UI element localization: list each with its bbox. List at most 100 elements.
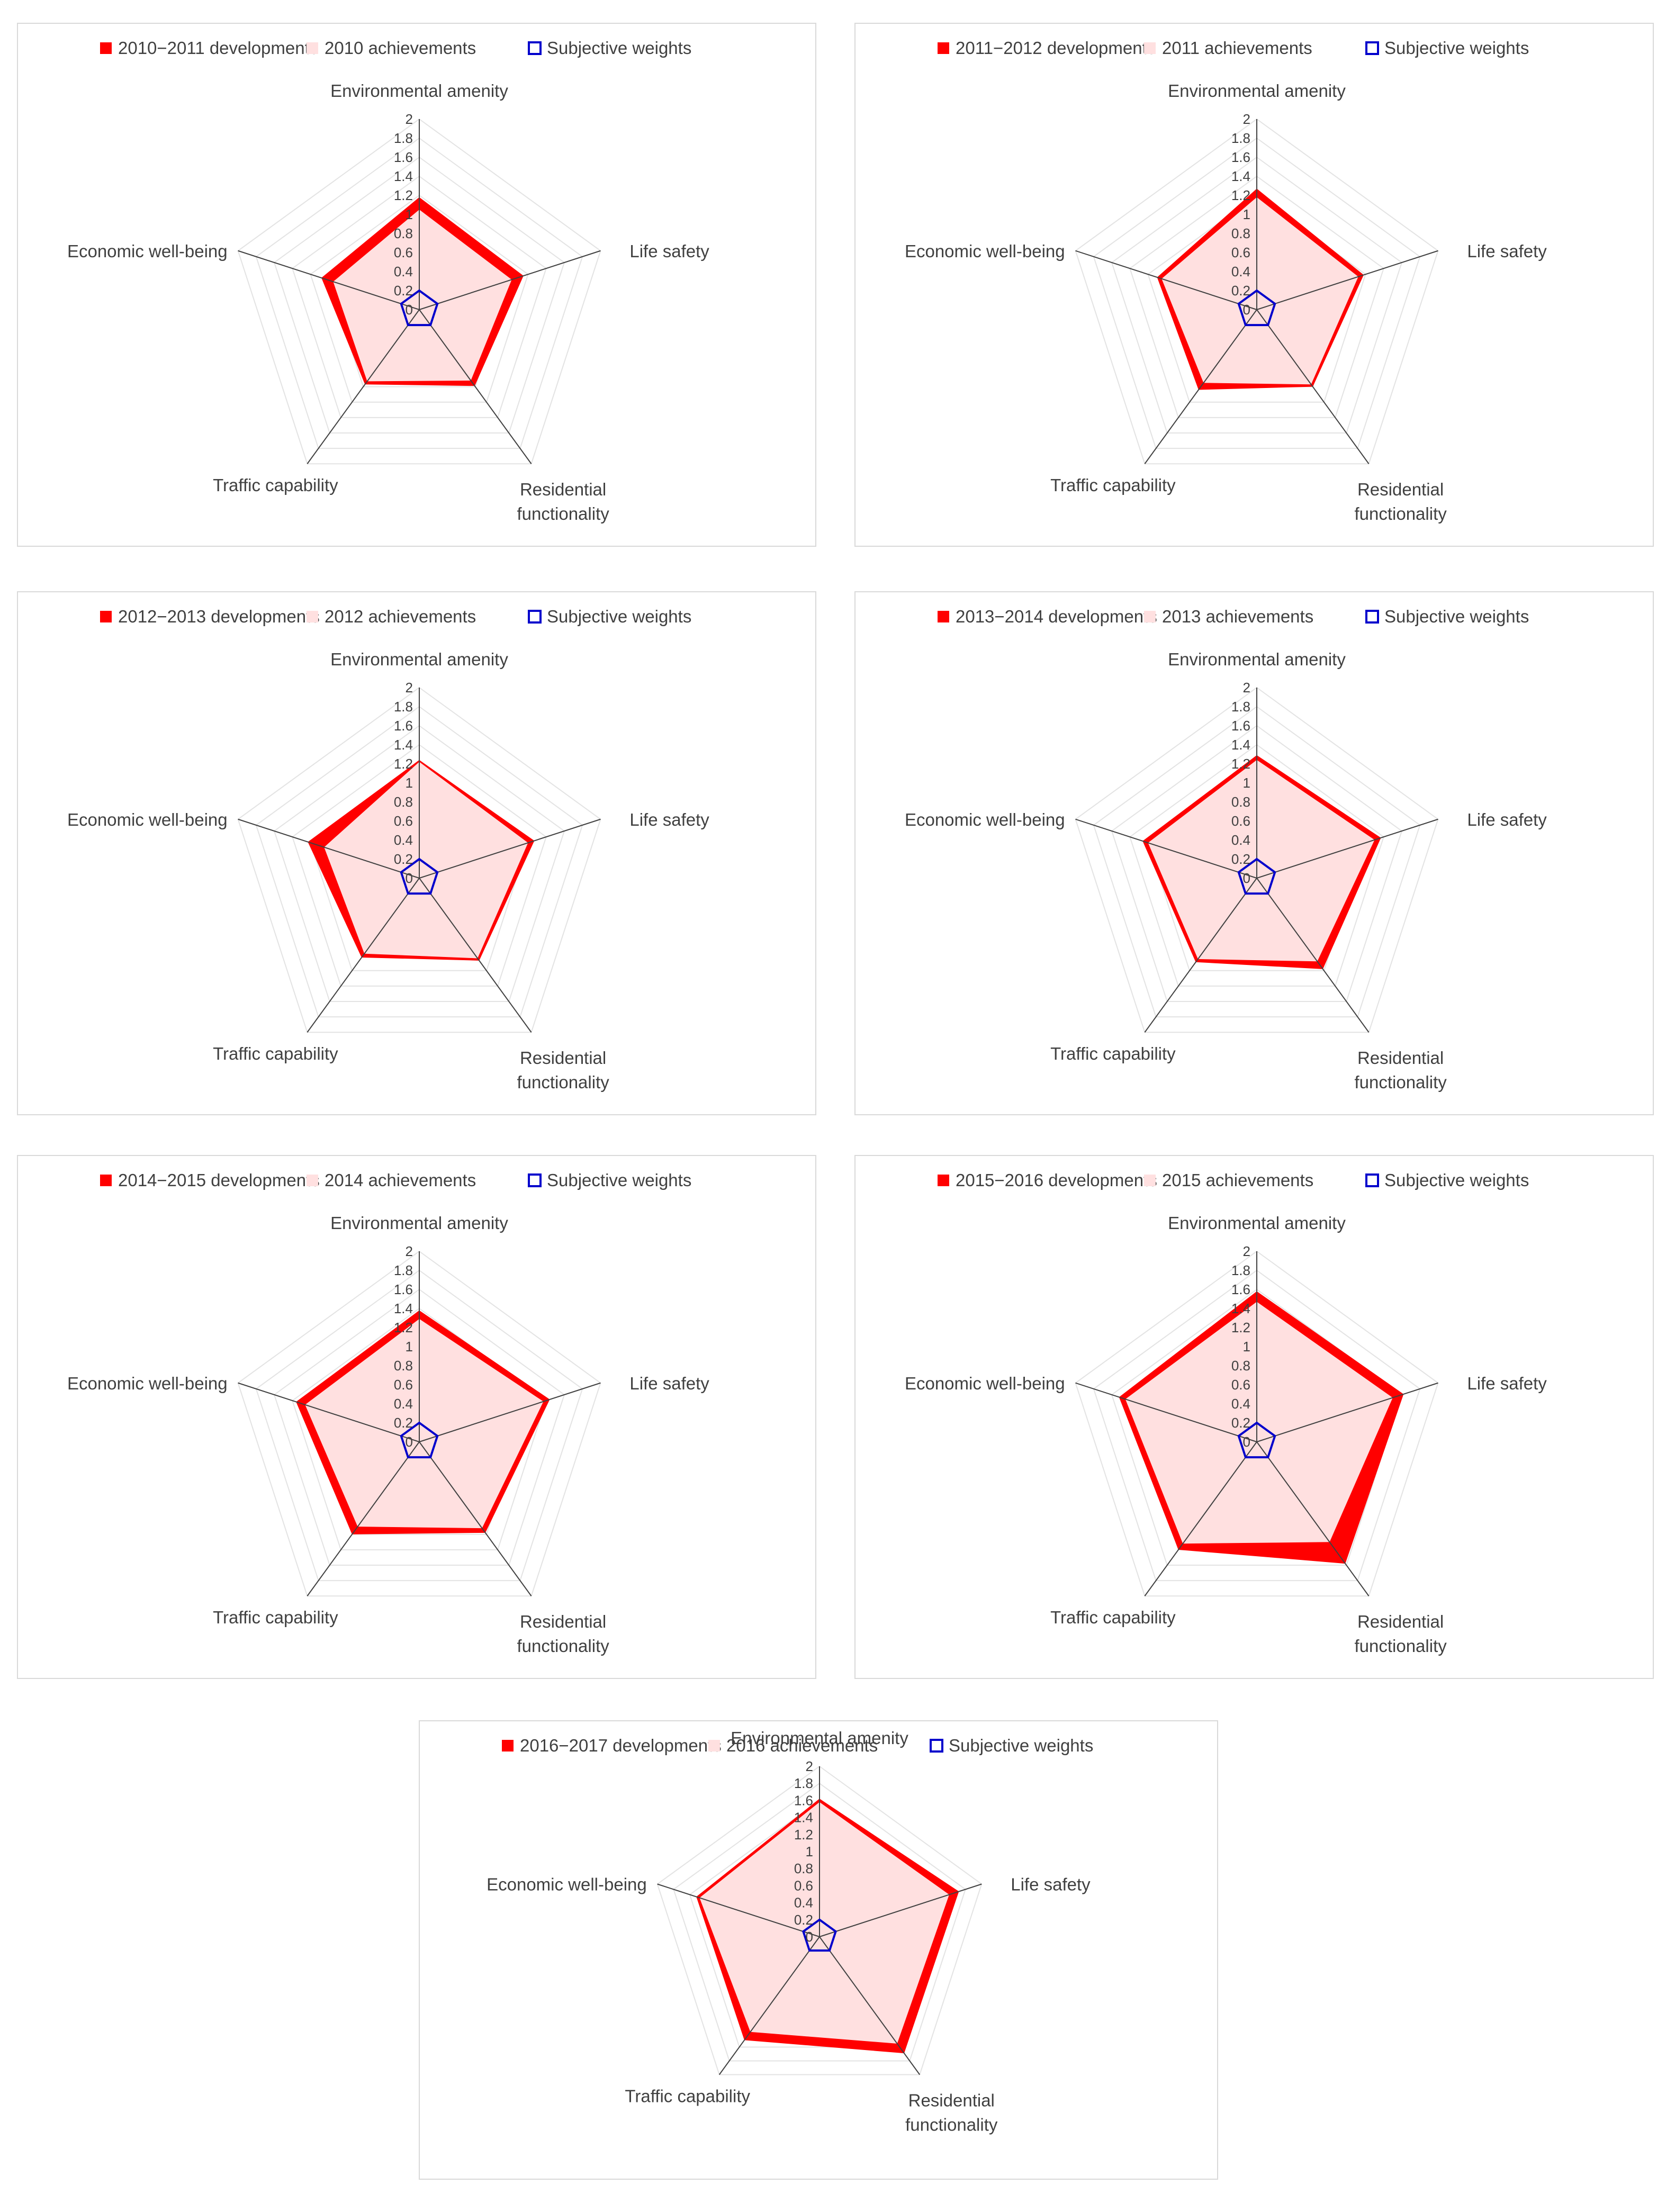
legend-item-subjective-weights: Subjective weights <box>528 1170 691 1190</box>
series-subjective-weights <box>802 1918 837 1952</box>
spoke-life-safety <box>419 818 601 879</box>
tick-label: 0 <box>806 1929 813 1945</box>
spoke-life-safety <box>1256 1382 1438 1442</box>
tick-label: 1.2 <box>394 187 413 203</box>
radar-panel-2013: 0 0.2 0.4 0.6 0.8 1 1.2 1.4 1.6 1.8 2 Environmental… <box>854 591 1654 1115</box>
legend-swatch <box>307 611 318 622</box>
grid-ring <box>237 118 601 465</box>
axis-label-residential-functionality: Residential functionality <box>1354 480 1447 523</box>
grid-ring <box>1093 706 1421 1018</box>
tick-label: 0 <box>1243 870 1250 886</box>
radar-spokes <box>1075 1251 1438 1596</box>
radar-chart-svg: 0 0.2 0.4 0.6 0.8 1 1.2 1.4 1.6 1.8 2 Environmental… <box>905 1170 1547 1656</box>
grid-ring <box>310 194 529 403</box>
tick-label: 1.2 <box>394 756 413 772</box>
tick-label: 1.6 <box>394 149 413 165</box>
axis-label-traffic-capability: Traffic capability <box>213 1044 338 1063</box>
tick-label: 1.8 <box>394 699 413 715</box>
legend: 2013−2014 developments 2013 achievements S… <box>938 607 1529 626</box>
legend-label: 2011 achievements <box>1162 38 1312 58</box>
legend-swatch <box>938 1175 949 1186</box>
legend-item-2010-achievements: 2010 achievements <box>307 38 476 58</box>
tick-label: 0.4 <box>394 264 413 279</box>
legend-item-subjective-weights: Subjective weights <box>528 38 691 58</box>
radar-panel-2014: 0 0.2 0.4 0.6 0.8 1 1.2 1.4 1.6 1.8 2 Environmental… <box>17 1155 816 1679</box>
grid-ring <box>273 725 565 1002</box>
tick-label: 0 <box>1243 302 1250 318</box>
axis-label-traffic-capability: Traffic capability <box>1050 475 1176 495</box>
tick-label: 1.4 <box>794 1810 813 1826</box>
grid-ring <box>1075 687 1439 1033</box>
tick-label: 1.4 <box>1231 737 1250 753</box>
grid-ring <box>255 137 583 449</box>
axis-label-traffic-capability: Traffic capability <box>1050 1608 1176 1627</box>
grid-ring <box>1075 1250 1439 1597</box>
legend-item-subjective-weights: Subjective weights <box>1365 607 1529 626</box>
tick-label: 0.4 <box>794 1895 813 1911</box>
grid-ring <box>1075 118 1439 465</box>
tick-label: 1.2 <box>1231 187 1250 203</box>
spoke-residential-functionality <box>1256 1441 1370 1596</box>
grid-ring <box>255 1269 583 1582</box>
axis-label-residential-functionality: Residential functionality <box>1354 1612 1447 1656</box>
axis-label-traffic-capability: Traffic capability <box>1050 1044 1176 1063</box>
grid-ring <box>1093 137 1421 449</box>
legend-item-2013-2014-developments: 2013−2014 developments <box>938 607 1157 626</box>
legend: 2012−2013 developments 2012 achievements S… <box>100 607 691 626</box>
grid-ring <box>292 175 547 418</box>
spoke-traffic-capability <box>307 878 420 1033</box>
radar-chart-svg: 0 0.2 0.4 0.6 0.8 1 1.2 1.4 1.6 1.8 2 Environmental… <box>67 38 709 523</box>
tick-label: 1.8 <box>1231 1262 1250 1278</box>
tick-label: 0.6 <box>1231 813 1250 829</box>
radar-panel-2015: 0 0.2 0.4 0.6 0.8 1 1.2 1.4 1.6 1.8 2 Environmental… <box>854 1155 1654 1679</box>
spoke-economic-well-being <box>238 250 420 310</box>
legend-label: 2015 achievements <box>1162 1170 1313 1190</box>
axis-label-life-safety: Life safety <box>629 810 709 829</box>
tick-label: 1.8 <box>794 1775 813 1791</box>
legend-item-2013-achievements: 2013 achievements <box>1144 607 1313 626</box>
series-achievements-area <box>1161 197 1358 385</box>
tick-label: 1 <box>1243 1339 1250 1355</box>
tick-label: 2 <box>1243 680 1250 696</box>
axis-label-life-safety: Life safety <box>629 1374 709 1393</box>
tick-label: 0 <box>406 870 413 886</box>
legend-swatch <box>1365 610 1379 624</box>
tick-label: 0 <box>406 302 413 318</box>
tick-label: 1.4 <box>394 737 413 753</box>
spoke-economic-well-being <box>1075 250 1257 310</box>
legend-label: 2016 achievements <box>726 1736 878 1755</box>
legend-label: 2013−2014 developments <box>956 607 1157 626</box>
series-subjective-weights <box>1237 857 1276 895</box>
legend-item-2012-achievements: 2012 achievements <box>307 607 476 626</box>
legend: 2010−2011 developments 2010 achievements S… <box>100 38 691 58</box>
tick-label: 0.6 <box>394 245 413 260</box>
tick-label: 0.2 <box>394 283 413 299</box>
tick-label: 2 <box>406 680 413 696</box>
tick-label: 0 <box>1243 1434 1250 1450</box>
tick-label: 1.6 <box>1231 718 1250 734</box>
spoke-economic-well-being <box>238 1382 420 1442</box>
tick-label: 0.2 <box>794 1912 813 1928</box>
legend-item-subjective-weights: Subjective weights <box>1365 38 1529 58</box>
legend-item-2011-achievements: 2011 achievements <box>1144 38 1312 58</box>
tick-label: 0.2 <box>394 851 413 867</box>
series-achievements-area <box>333 210 512 382</box>
tick-label: 0.4 <box>1231 832 1250 848</box>
tick-label: 1 <box>406 206 413 222</box>
legend-label: 2011−2012 developments <box>956 38 1156 58</box>
grid-ring <box>1147 194 1366 403</box>
radar-spokes <box>1075 688 1438 1033</box>
axis-label-economic-well-being: Economic well-being <box>67 1374 228 1393</box>
tick-label: 0.6 <box>1231 1377 1250 1393</box>
grid-ring <box>237 687 601 1033</box>
axis-label-traffic-capability: Traffic capability <box>213 1608 338 1627</box>
spoke-residential-functionality <box>819 1936 921 2075</box>
legend-label: Subjective weights <box>1384 38 1529 58</box>
radar-spokes <box>1075 119 1438 464</box>
axis-label-environmental-amenity: Environmental amenity <box>1168 81 1346 101</box>
series-subjective-weights <box>400 1421 439 1459</box>
legend-swatch <box>502 1740 514 1751</box>
series-subjective-weights <box>400 857 439 895</box>
spoke-economic-well-being <box>238 818 420 879</box>
legend: 2016−2017 developments 2016 achievements S… <box>502 1736 1093 1755</box>
